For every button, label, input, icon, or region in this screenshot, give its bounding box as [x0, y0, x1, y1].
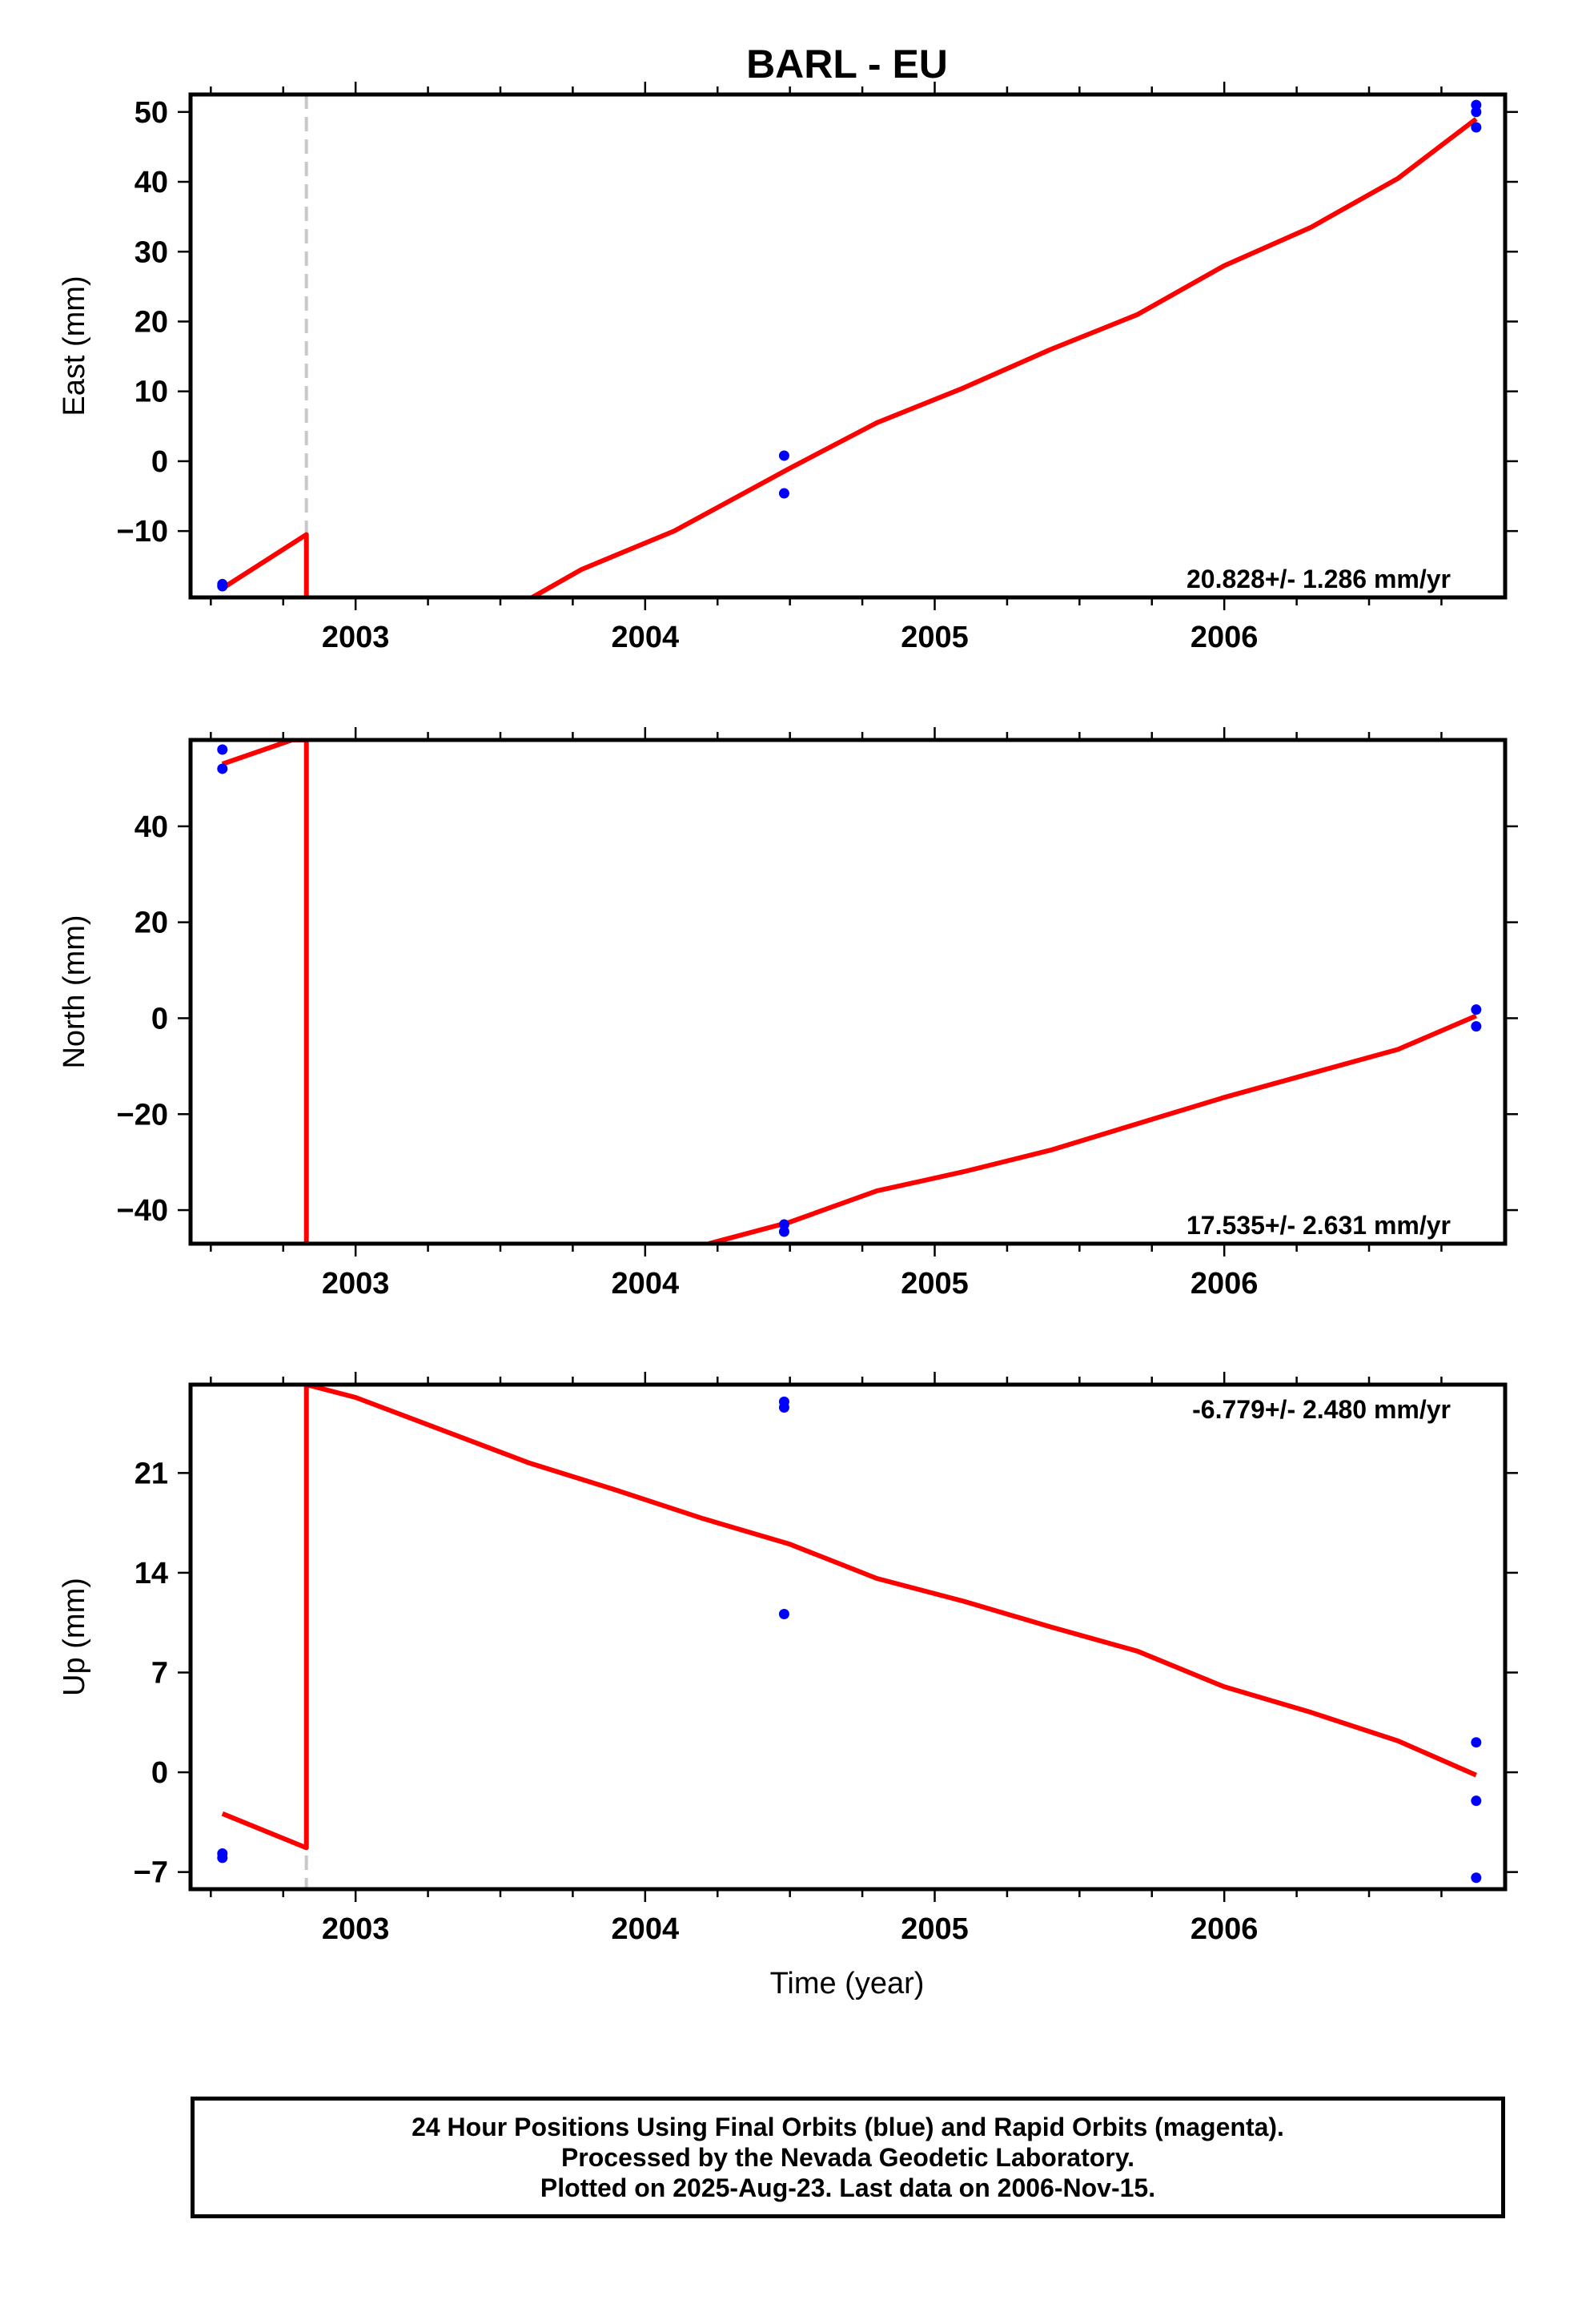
y-tick-label: −20 [117, 1098, 168, 1132]
position-point [1471, 1021, 1482, 1032]
panel-east: 2003 2004 2005 2006 −10 0 10 20 30 40 50 East (mm) 2… [58, 82, 1518, 654]
x-tick-label: 2004 [612, 621, 680, 654]
x-tick-label: 2006 [1191, 1912, 1259, 1946]
position-point [217, 744, 228, 755]
position-point [778, 450, 789, 461]
x-tick-label: 2006 [1191, 621, 1259, 654]
y-tick-label: −7 [134, 1856, 168, 1890]
panel-north: 2003 2004 2005 2006 −40 −20 0 20 40 North (mm) 17.… [58, 727, 1518, 1301]
y-axis-label: Up (mm) [58, 1578, 91, 1696]
y-tick-label: 30 [135, 235, 168, 269]
velocity-annotation: -6.779+/- 2.480 mm/yr [1192, 1395, 1451, 1424]
x-tick-label: 2005 [901, 621, 969, 654]
x-tick-label: 2004 [612, 1267, 680, 1301]
chart-title: BARL - EU [746, 42, 948, 86]
model-fit-line [221, 740, 309, 1244]
y-tick-label: 20 [135, 305, 168, 339]
position-point [778, 1219, 789, 1230]
position-point [217, 763, 228, 774]
panel-up: 2003 2004 2005 2006 −7 0 7 14 21 Up (mm) -6.779+/-… [58, 1372, 1518, 1946]
velocity-annotation: 17.535+/- 2.631 mm/yr [1186, 1211, 1451, 1240]
position-point [217, 1852, 228, 1864]
y-tick-label: 20 [135, 907, 168, 940]
footer-line-2: Processed by the Nevada Geodetic Laborat… [560, 2143, 1135, 2172]
footer-line-3: Plotted on 2025-Aug-23. Last data on 200… [540, 2173, 1156, 2202]
position-point [1471, 107, 1482, 118]
plot-area [217, 1385, 1482, 1889]
y-tick-label: 7 [151, 1656, 168, 1690]
position-point [1471, 1737, 1482, 1748]
x-tick-label: 2003 [322, 621, 390, 654]
position-point [217, 581, 228, 592]
plot-frame [188, 738, 1508, 1246]
position-point [778, 1609, 789, 1620]
footer-line-1: 24 Hour Positions Using Final Orbits (bl… [412, 2113, 1284, 2141]
model-fit-line [221, 532, 309, 597]
model-fit-line [708, 1013, 1477, 1244]
y-tick-label: 21 [135, 1457, 168, 1490]
y-axis-label: East (mm) [58, 275, 91, 416]
processing-info-box: 24 Hour Positions Using Final Orbits (bl… [191, 2097, 1505, 2218]
x-tick-label: 2003 [322, 1267, 390, 1301]
x-tick-label: 2004 [612, 1912, 680, 1946]
position-point [778, 1401, 789, 1413]
x-tick-label: 2005 [901, 1912, 969, 1946]
y-tick-label: 50 [135, 96, 168, 130]
plot-area [217, 740, 1482, 1244]
y-tick-label: 0 [151, 1002, 168, 1035]
y-tick-label: −10 [117, 515, 168, 549]
y-tick-label: 0 [151, 1756, 168, 1790]
model-fit-line [305, 1385, 1478, 1778]
position-point [1471, 1004, 1482, 1015]
model-fit-line [531, 117, 1478, 597]
y-axis-label: North (mm) [58, 915, 91, 1068]
x-tick-label: 2006 [1191, 1267, 1259, 1301]
position-point [778, 1226, 789, 1237]
y-tick-label: 14 [135, 1557, 168, 1590]
x-axis-label: Time (year) [770, 1967, 925, 2000]
x-tick-label: 2005 [901, 1267, 969, 1301]
y-tick-label: 40 [135, 810, 168, 844]
position-point [1471, 1795, 1482, 1807]
position-point [778, 488, 789, 499]
y-tick-label: 0 [151, 445, 168, 479]
plot-frame [188, 92, 1508, 600]
model-fit-line [221, 1385, 309, 1851]
y-tick-label: 40 [135, 166, 168, 199]
x-tick-label: 2003 [322, 1912, 390, 1946]
y-tick-label: −40 [117, 1194, 168, 1228]
plot-area [217, 94, 1482, 597]
velocity-annotation: 20.828+/- 1.286 mm/yr [1186, 565, 1451, 593]
plot-frame [188, 1382, 1508, 1892]
position-point [1471, 1872, 1482, 1884]
y-tick-label: 10 [135, 376, 168, 409]
position-point [1471, 122, 1482, 133]
